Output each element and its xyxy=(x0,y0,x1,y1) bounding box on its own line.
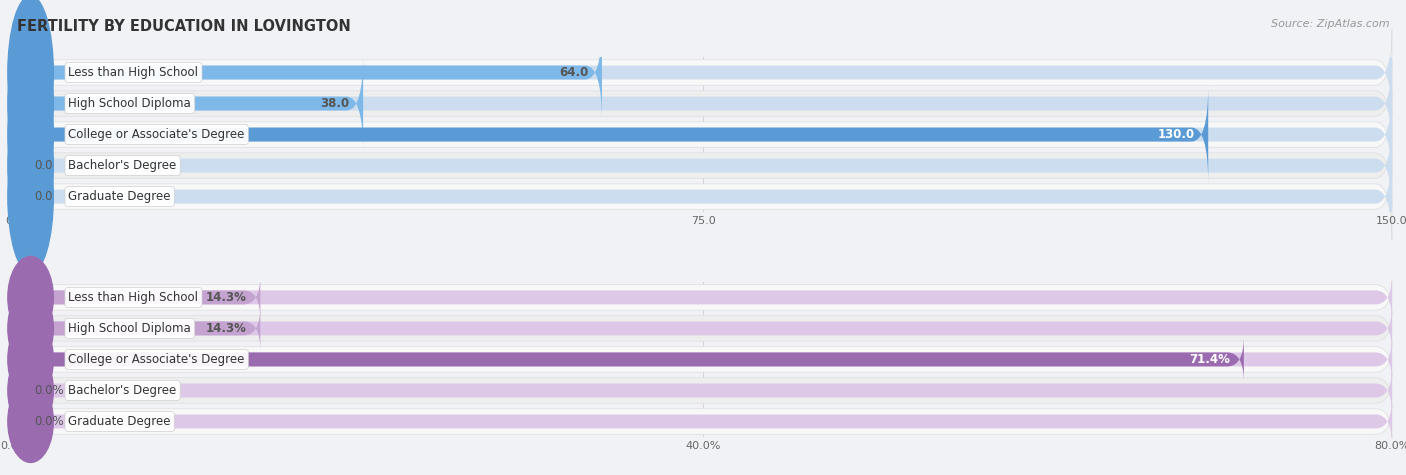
Circle shape xyxy=(8,319,53,400)
Text: 14.3%: 14.3% xyxy=(205,291,246,304)
Circle shape xyxy=(8,27,53,180)
Text: 0.0: 0.0 xyxy=(35,159,53,172)
FancyBboxPatch shape xyxy=(14,148,1392,246)
Circle shape xyxy=(8,287,53,370)
Text: 71.4%: 71.4% xyxy=(1189,353,1230,366)
FancyBboxPatch shape xyxy=(14,305,260,351)
Text: Bachelor's Degree: Bachelor's Degree xyxy=(69,159,177,172)
FancyBboxPatch shape xyxy=(14,55,1392,152)
Circle shape xyxy=(8,120,53,274)
Text: 0.0: 0.0 xyxy=(35,190,53,203)
Text: Bachelor's Degree: Bachelor's Degree xyxy=(69,384,177,397)
Text: College or Associate's Degree: College or Associate's Degree xyxy=(69,353,245,366)
FancyBboxPatch shape xyxy=(14,404,1392,438)
FancyBboxPatch shape xyxy=(14,305,1392,351)
FancyBboxPatch shape xyxy=(14,86,1392,183)
FancyBboxPatch shape xyxy=(14,337,1244,382)
Text: FERTILITY BY EDUCATION IN LOVINGTON: FERTILITY BY EDUCATION IN LOVINGTON xyxy=(17,19,350,34)
Text: 130.0: 130.0 xyxy=(1157,128,1195,141)
Circle shape xyxy=(8,58,53,211)
FancyBboxPatch shape xyxy=(14,275,260,320)
Text: 14.3%: 14.3% xyxy=(205,322,246,335)
FancyBboxPatch shape xyxy=(14,373,1392,408)
Text: Source: ZipAtlas.com: Source: ZipAtlas.com xyxy=(1271,19,1389,29)
Text: Less than High School: Less than High School xyxy=(69,291,198,304)
Text: High School Diploma: High School Diploma xyxy=(69,322,191,335)
Text: College or Associate's Degree: College or Associate's Degree xyxy=(69,128,245,141)
FancyBboxPatch shape xyxy=(14,368,1392,413)
FancyBboxPatch shape xyxy=(14,399,1392,444)
FancyBboxPatch shape xyxy=(14,91,1392,178)
FancyBboxPatch shape xyxy=(14,153,1392,240)
FancyBboxPatch shape xyxy=(14,55,363,152)
FancyBboxPatch shape xyxy=(14,342,1392,377)
Circle shape xyxy=(8,0,53,149)
Circle shape xyxy=(8,350,53,431)
Circle shape xyxy=(8,380,53,463)
FancyBboxPatch shape xyxy=(14,312,1392,345)
Text: 0.0%: 0.0% xyxy=(35,384,65,397)
FancyBboxPatch shape xyxy=(14,117,1392,214)
FancyBboxPatch shape xyxy=(14,280,1392,314)
Text: 64.0: 64.0 xyxy=(560,66,588,79)
Text: Less than High School: Less than High School xyxy=(69,66,198,79)
Circle shape xyxy=(8,89,53,242)
FancyBboxPatch shape xyxy=(14,275,1392,320)
FancyBboxPatch shape xyxy=(14,24,1392,122)
FancyBboxPatch shape xyxy=(14,123,1392,209)
Text: Graduate Degree: Graduate Degree xyxy=(69,190,172,203)
Circle shape xyxy=(8,256,53,338)
FancyBboxPatch shape xyxy=(14,60,1392,147)
Text: Graduate Degree: Graduate Degree xyxy=(69,415,172,428)
FancyBboxPatch shape xyxy=(14,24,602,122)
Text: 0.0%: 0.0% xyxy=(35,415,65,428)
FancyBboxPatch shape xyxy=(14,86,1208,183)
Text: 38.0: 38.0 xyxy=(321,97,349,110)
FancyBboxPatch shape xyxy=(14,337,1392,382)
Text: High School Diploma: High School Diploma xyxy=(69,97,191,110)
FancyBboxPatch shape xyxy=(14,29,1392,115)
